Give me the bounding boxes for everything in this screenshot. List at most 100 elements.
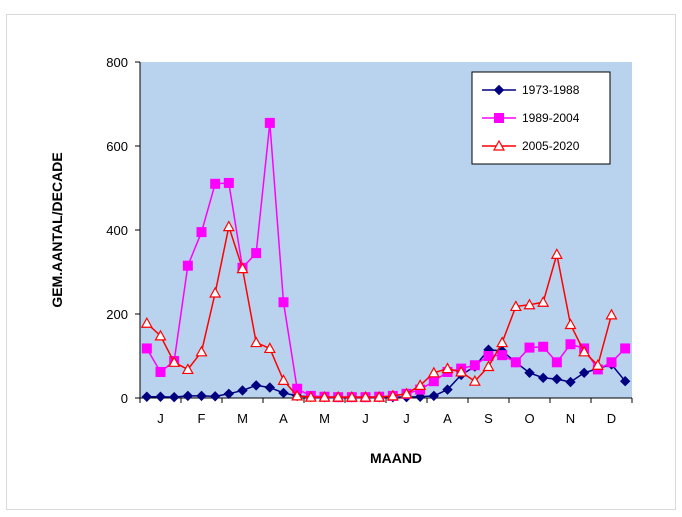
data-point	[345, 390, 358, 402]
data-point	[414, 379, 427, 390]
data-point	[551, 357, 562, 368]
data-point	[564, 318, 577, 330]
legend-label: 1973-1988	[522, 83, 580, 97]
data-point	[510, 357, 521, 368]
x-axis-title: MAAND	[370, 450, 422, 466]
x-tick-label: F	[198, 411, 206, 426]
legend-label: 1989-2004	[522, 111, 580, 125]
y-tick-label: 400	[106, 223, 128, 238]
x-tick-label: O	[524, 411, 534, 426]
data-point	[250, 336, 263, 348]
data-point	[620, 343, 631, 354]
data-point	[168, 356, 181, 367]
legend-marker	[492, 139, 506, 151]
data-point	[524, 367, 535, 379]
data-point	[565, 376, 576, 388]
data-point	[468, 374, 481, 386]
data-point	[359, 390, 372, 402]
data-point	[497, 350, 508, 361]
data-point	[209, 391, 221, 402]
data-point	[427, 366, 440, 378]
data-point	[482, 360, 495, 372]
data-point	[141, 343, 152, 354]
data-point	[442, 384, 453, 395]
data-point	[264, 117, 275, 128]
series-layer	[140, 117, 631, 403]
data-point	[441, 362, 454, 374]
data-point	[196, 227, 207, 238]
data-point	[251, 248, 262, 259]
data-point	[509, 300, 522, 312]
data-point	[155, 366, 166, 377]
data-point	[619, 375, 631, 387]
data-point	[168, 391, 180, 403]
data-point	[332, 390, 345, 402]
data-point	[195, 345, 208, 357]
y-axis-ticks: 0 200 400 600 800	[106, 55, 141, 406]
data-point	[196, 390, 207, 402]
data-point	[578, 367, 590, 379]
data-point	[578, 345, 591, 357]
y-tick-label: 600	[106, 139, 128, 154]
data-point	[537, 372, 549, 384]
legend-item: 1973-1988	[482, 83, 580, 97]
x-tick-label: J	[362, 411, 369, 426]
data-point	[278, 387, 289, 399]
x-tick-label: M	[237, 411, 248, 426]
x-tick-label: M	[319, 411, 330, 426]
data-point	[455, 365, 468, 377]
data-point	[538, 341, 549, 352]
series-2005-2020	[140, 220, 618, 402]
data-point	[550, 248, 563, 259]
y-tick-label: 0	[121, 391, 128, 406]
data-point	[469, 360, 480, 371]
legend-item: 1989-2004	[482, 111, 580, 125]
data-point	[551, 373, 563, 385]
data-point	[140, 317, 153, 328]
y-tick-label: 800	[106, 55, 128, 70]
data-point	[496, 336, 509, 348]
data-point	[591, 359, 604, 370]
data-point	[154, 329, 167, 341]
data-point	[141, 391, 153, 402]
data-point	[182, 260, 193, 271]
x-tick-label: J	[403, 411, 410, 426]
data-point	[428, 390, 440, 402]
x-tick-label: S	[484, 411, 493, 426]
legend-marker	[493, 84, 505, 96]
data-point	[264, 382, 276, 393]
data-point	[209, 286, 222, 298]
data-point	[483, 351, 494, 361]
data-point	[291, 389, 304, 401]
x-tick-label: N	[566, 411, 575, 426]
data-point	[223, 177, 234, 188]
data-point	[605, 308, 618, 320]
data-point	[428, 376, 439, 387]
legend-item: 2005-2020	[482, 139, 580, 153]
data-point	[524, 342, 535, 353]
data-point	[373, 390, 386, 402]
data-point	[263, 342, 276, 354]
data-point	[182, 390, 194, 402]
legend-marker	[494, 113, 504, 123]
data-point	[565, 339, 576, 350]
data-point	[606, 357, 617, 368]
x-tick-label: D	[607, 411, 616, 426]
data-point	[278, 297, 289, 308]
data-point	[155, 391, 166, 402]
data-point	[223, 388, 235, 400]
data-point	[537, 296, 550, 307]
data-point	[318, 390, 331, 402]
data-point	[236, 262, 249, 274]
x-tick-label: A	[279, 411, 288, 426]
data-point	[386, 389, 399, 401]
data-point	[250, 380, 262, 391]
data-point	[523, 298, 536, 310]
x-tick-label: J	[157, 411, 164, 426]
data-point	[304, 390, 317, 402]
x-tick-label: A	[443, 411, 452, 426]
data-point	[237, 385, 248, 396]
data-point	[181, 363, 194, 375]
